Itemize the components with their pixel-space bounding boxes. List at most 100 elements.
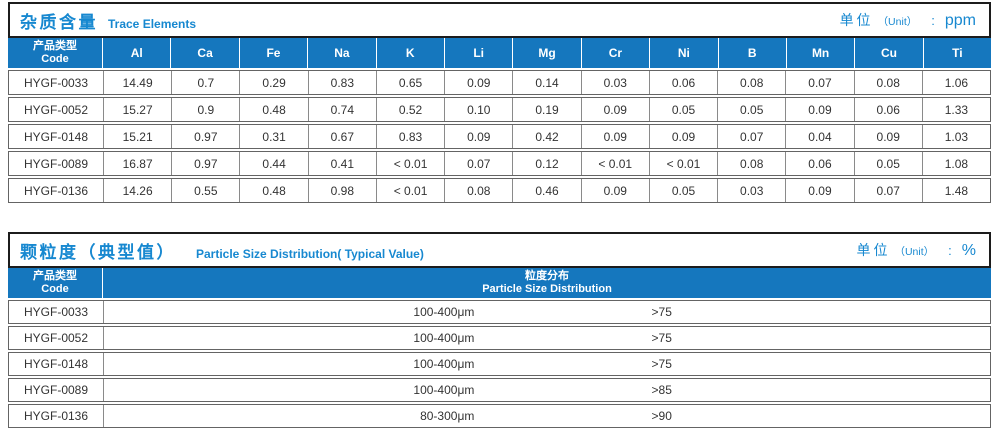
value-cell-ni: 0.06: [648, 71, 717, 94]
value-cell-k: 0.52: [375, 98, 444, 121]
value-cell-al: 15.21: [103, 125, 171, 148]
particle-size-titlebar: 颗粒度（典型值） Particle Size Distribution( Typ…: [8, 232, 991, 268]
value-cell-ca: 0.97: [171, 152, 239, 175]
value-cell-cr: 0.03: [580, 71, 649, 94]
particle-size-title: 颗粒度（典型值） Particle Size Distribution( Typ…: [20, 238, 424, 263]
particle-range-value: 100-400μm: [413, 331, 475, 345]
value-cell-ca: 0.55: [171, 179, 239, 202]
value-cell-ca: 0.97: [171, 125, 239, 148]
column-header-k: K: [375, 38, 444, 68]
product-code-cell: HYGF-0033: [23, 305, 89, 319]
product-code-cell: HYGF-0136: [23, 409, 89, 423]
column-header-cr: Cr: [580, 38, 649, 68]
value-cell-b: 0.03: [717, 179, 785, 202]
column-header-distribution-zh: 粒度分布: [525, 269, 569, 282]
column-header-product-code-zh: 产品类型: [33, 39, 77, 52]
value-cell-k: 0.65: [375, 71, 444, 94]
table-row: HYGF-0052 100-400μm >75: [8, 326, 991, 350]
unit-value: %: [961, 242, 976, 259]
column-header-product-code: 产品类型 Code: [8, 38, 102, 68]
table-row: HYGF-0033 14.49 0.7 0.29 0.83 0.65 0.09 0.14 0.0…: [8, 70, 991, 95]
value-cell-fe: 0.29: [239, 71, 307, 94]
trace-elements-title-zh: 杂质含量: [20, 12, 98, 32]
value-cell-li: 0.10: [444, 98, 512, 121]
unit-label-en: （Unit）: [894, 246, 935, 258]
value-cell-mg: 0.14: [512, 71, 580, 94]
value-cell-cu: 0.05: [853, 152, 922, 175]
value-cell-li: 0.08: [444, 179, 512, 202]
value-cell-mn: 0.09: [785, 179, 853, 202]
value-cell-ni: 0.09: [648, 125, 717, 148]
product-code-cell: HYGF-0136: [23, 183, 89, 198]
column-header-product-code-en: Code: [41, 53, 69, 65]
value-cell-b: 0.05: [717, 98, 785, 121]
product-code-cell: HYGF-0089: [23, 156, 89, 171]
column-header-cu: Cu: [854, 38, 922, 68]
particle-percent-value: >75: [651, 331, 672, 345]
value-cell-fe: 0.48: [239, 98, 307, 121]
column-header-li: Li: [443, 38, 512, 68]
value-cell-ni: 0.05: [648, 179, 717, 202]
value-cell-mn: 0.04: [785, 125, 853, 148]
value-cell-cr: 0.09: [580, 179, 649, 202]
particle-percent-value: >75: [651, 357, 672, 371]
unit-indicator-ppm: 单位 （Unit） : ppm: [840, 10, 976, 30]
value-cell-cu: 0.08: [853, 71, 922, 94]
trace-elements-grid: 产品类型 Code Al Ca Fe Na K Li Mg Cr Ni B Mn Cu Ti HYGF-…: [8, 38, 991, 203]
product-code-cell: HYGF-0033: [23, 75, 89, 90]
value-cell-k: < 0.01: [375, 179, 444, 202]
value-cell-ti: 1.06: [921, 71, 990, 94]
column-header-mg: Mg: [512, 38, 580, 68]
trace-elements-table: 杂质含量 Trace Elements 单位 （Unit） : ppm 产品类型…: [8, 2, 991, 203]
unit-value: ppm: [944, 12, 976, 29]
table-row: HYGF-0148 100-400μm >75: [8, 352, 991, 376]
distribution-cell: 100-400μm >75: [103, 353, 990, 375]
value-cell-na: 0.74: [307, 98, 376, 121]
particle-size-grid: 产品类型 Code 粒度分布 Particle Size Distributio…: [8, 268, 991, 428]
product-code-cell: HYGF-0148: [23, 357, 89, 371]
table-row: HYGF-0033 100-400μm >75: [8, 300, 991, 324]
value-cell-cu: 0.09: [853, 125, 922, 148]
value-cell-al: 16.87: [103, 152, 171, 175]
distribution-cell: 100-400μm >75: [103, 327, 990, 349]
trace-elements-titlebar: 杂质含量 Trace Elements 单位 （Unit） : ppm: [8, 2, 991, 38]
distribution-cell: 100-400μm >85: [103, 379, 990, 401]
value-cell-li: 0.09: [444, 71, 512, 94]
value-cell-ca: 0.9: [171, 98, 239, 121]
value-cell-cu: 0.07: [853, 179, 922, 202]
table-row: HYGF-0136 80-300μm >90: [8, 404, 991, 428]
value-cell-al: 15.27: [103, 98, 171, 121]
value-cell-ca: 0.7: [171, 71, 239, 94]
value-cell-li: 0.07: [444, 152, 512, 175]
value-cell-ti: 1.48: [921, 179, 990, 202]
column-header-ni: Ni: [649, 38, 717, 68]
column-header-ti: Ti: [922, 38, 991, 68]
column-header-distribution-en: Particle Size Distribution: [482, 283, 612, 295]
distribution-cell: 100-400μm >75: [103, 301, 990, 323]
value-cell-cr: < 0.01: [580, 152, 649, 175]
value-cell-ti: 1.03: [921, 125, 990, 148]
column-header-product-code-en: Code: [41, 283, 69, 295]
particle-size-title-zh: 颗粒度（典型值）: [20, 242, 176, 262]
value-cell-cr: 0.09: [580, 98, 649, 121]
column-header-na: Na: [307, 38, 375, 68]
column-header-product-code: 产品类型 Code: [8, 268, 102, 298]
value-cell-al: 14.26: [103, 179, 171, 202]
particle-percent-value: >75: [651, 305, 672, 319]
column-header-b: B: [717, 38, 786, 68]
value-cell-mn: 0.07: [785, 71, 853, 94]
table-row: HYGF-0136 14.26 0.55 0.48 0.98 < 0.01 0.08 0.46…: [8, 178, 991, 203]
product-code-cell: HYGF-0052: [23, 331, 89, 345]
trace-elements-title-en: Trace Elements: [108, 16, 197, 31]
trace-elements-title: 杂质含量 Trace Elements: [20, 8, 196, 33]
value-cell-li: 0.09: [444, 125, 512, 148]
value-cell-cr: 0.09: [580, 125, 649, 148]
value-cell-na: 0.83: [307, 71, 376, 94]
value-cell-ni: < 0.01: [648, 152, 717, 175]
particle-range-value: 100-400μm: [413, 383, 475, 397]
product-code-cell: HYGF-0148: [23, 129, 89, 144]
unit-separator: :: [948, 243, 952, 258]
particle-size-header-row: 产品类型 Code 粒度分布 Particle Size Distributio…: [8, 268, 991, 298]
unit-label-en: （Unit）: [877, 16, 918, 28]
